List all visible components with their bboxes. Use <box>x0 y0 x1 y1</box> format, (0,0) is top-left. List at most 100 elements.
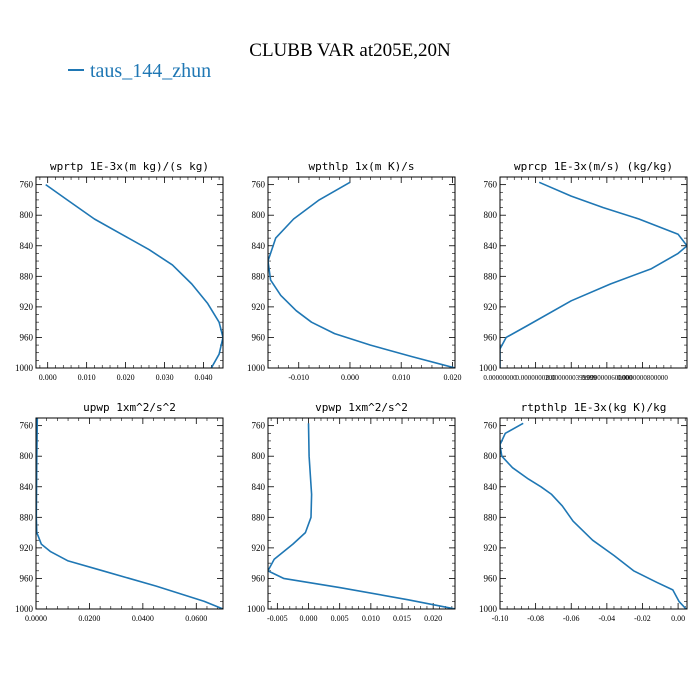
x-tick-label: 0.015 <box>393 614 411 623</box>
panels: wprtp 1E-3x(m kg)/(s kg) 760 800 840 880 920 9… <box>15 160 688 623</box>
panel-title: rtpthlp 1E-3x(kg K)/kg <box>521 401 667 414</box>
y-tick-label: 800 <box>20 451 34 461</box>
series-line <box>36 418 223 609</box>
x-tick-label: 0.00 <box>671 614 685 623</box>
y-tick-label: 800 <box>252 210 266 220</box>
plot-frame <box>499 417 688 610</box>
y-tick-label: 960 <box>252 573 266 583</box>
y-tick-label: 880 <box>252 512 266 522</box>
y-tick-label: 840 <box>20 241 34 251</box>
y-tick-label: 1000 <box>247 363 266 373</box>
series-line <box>500 181 687 368</box>
legend: taus_144_zhun <box>68 60 211 82</box>
y-tick-label: 880 <box>20 271 34 281</box>
plot-frame <box>35 176 224 369</box>
legend-label: taus_144_zhun <box>90 60 211 82</box>
y-tick-label: 1000 <box>479 604 498 614</box>
x-tick-label: 0.00000000 <box>483 374 517 382</box>
x-tick-label: -0.02 <box>634 614 651 623</box>
x-tick-label: -0.010 <box>288 373 309 382</box>
y-tick-label: 1000 <box>15 604 34 614</box>
y-tick-label: 1000 <box>247 604 266 614</box>
panel-4: upwp 1xm^2/s^2 760 800 840 880 920 960 10000.00… <box>15 401 224 623</box>
panel-3: wprcp 1E-3x(m/s) (kg/kg) 760 800 840 880 920 9… <box>479 160 688 382</box>
y-tick-label: 840 <box>252 241 266 251</box>
y-tick-label: 960 <box>20 573 34 583</box>
x-tick-label: 0.020 <box>443 373 461 382</box>
x-tick-label: -0.08 <box>527 614 544 623</box>
y-tick-label: 840 <box>252 482 266 492</box>
x-tick-label: 0.010 <box>78 373 96 382</box>
x-tick-label: 0.0000000399999 <box>546 374 597 382</box>
y-tick-label: 880 <box>484 512 498 522</box>
x-tick-label: 0.005 <box>331 614 349 623</box>
panel-1: wprtp 1E-3x(m kg)/(s kg) 760 800 840 880 920 9… <box>15 160 224 382</box>
series-line <box>268 181 455 368</box>
x-tick-label: 0.0000000200 <box>515 374 556 382</box>
y-tick-label: 960 <box>252 332 266 342</box>
y-tick-label: 920 <box>252 543 266 553</box>
x-tick-label: 0.0400 <box>132 614 154 623</box>
x-tick-label: 0.0600 <box>185 614 207 623</box>
x-tick-label: 0.0000000600000 <box>581 374 632 382</box>
y-tick-label: 880 <box>484 271 498 281</box>
panel-title: upwp 1xm^2/s^2 <box>83 401 176 414</box>
x-tick-label: 0.030 <box>156 373 174 382</box>
y-tick-label: 760 <box>20 421 34 431</box>
x-tick-label: 0.040 <box>195 373 213 382</box>
y-tick-label: 960 <box>484 573 498 583</box>
y-tick-label: 760 <box>252 180 266 190</box>
y-tick-label: 800 <box>20 210 34 220</box>
x-tick-label: 0.020 <box>117 373 135 382</box>
x-tick-label: 0.000 <box>39 373 57 382</box>
series-line <box>45 183 223 368</box>
panel-title: wpthlp 1x(m K)/s <box>309 160 415 173</box>
x-tick-label: 0.010 <box>392 373 410 382</box>
panel-2: wpthlp 1x(m K)/s 760 800 840 880 920 960 1000 -0… <box>247 160 461 382</box>
y-tick-label: 840 <box>484 482 498 492</box>
panel-title: wprtp 1E-3x(m kg)/(s kg) <box>50 160 209 173</box>
x-tick-label: 0.010 <box>362 614 380 623</box>
x-tick-label: -0.06 <box>563 614 580 623</box>
y-tick-label: 880 <box>20 512 34 522</box>
plot-frame <box>267 176 456 369</box>
x-tick-label: -0.005 <box>267 614 288 623</box>
y-tick-label: 1000 <box>479 363 498 373</box>
y-tick-label: 920 <box>20 543 34 553</box>
y-tick-label: 800 <box>252 451 266 461</box>
y-tick-label: 920 <box>484 302 498 312</box>
y-tick-label: 920 <box>252 302 266 312</box>
y-tick-label: 840 <box>484 241 498 251</box>
plot-frame <box>267 417 456 610</box>
y-tick-label: 960 <box>20 332 34 342</box>
panel-title: wprcp 1E-3x(m/s) (kg/kg) <box>514 160 673 173</box>
series-line <box>500 422 687 609</box>
x-tick-label: 0.000 <box>341 373 359 382</box>
x-tick-label: 0.000 <box>300 614 318 623</box>
x-tick-label: -0.04 <box>599 614 616 623</box>
y-tick-label: 800 <box>484 210 498 220</box>
x-tick-label: 0.0000000800000 <box>617 374 668 382</box>
x-tick-label: 0.0000 <box>25 614 47 623</box>
y-tick-label: 880 <box>252 271 266 281</box>
y-tick-label: 760 <box>20 180 34 190</box>
x-tick-label: -0.10 <box>492 614 509 623</box>
y-tick-label: 760 <box>484 180 498 190</box>
y-tick-label: 800 <box>484 451 498 461</box>
y-tick-label: 920 <box>484 543 498 553</box>
y-tick-label: 760 <box>484 421 498 431</box>
panel-5: vpwp 1xm^2/s^2 760 800 840 880 920 960 1000-0.0… <box>247 401 456 623</box>
series-line <box>268 423 455 609</box>
plot-frame <box>499 176 688 369</box>
figure-title: CLUBB VAR at205E,20N <box>249 40 451 61</box>
x-tick-label: 0.0200 <box>78 614 100 623</box>
x-tick-label: 0.020 <box>424 614 442 623</box>
panel-6: rtpthlp 1E-3x(kg K)/kg 760 800 840 880 920 960… <box>479 401 688 623</box>
y-tick-label: 840 <box>20 482 34 492</box>
panel-title: vpwp 1xm^2/s^2 <box>315 401 408 414</box>
y-tick-label: 920 <box>20 302 34 312</box>
plot-frame <box>35 417 224 610</box>
y-tick-label: 960 <box>484 332 498 342</box>
y-tick-label: 1000 <box>15 363 34 373</box>
